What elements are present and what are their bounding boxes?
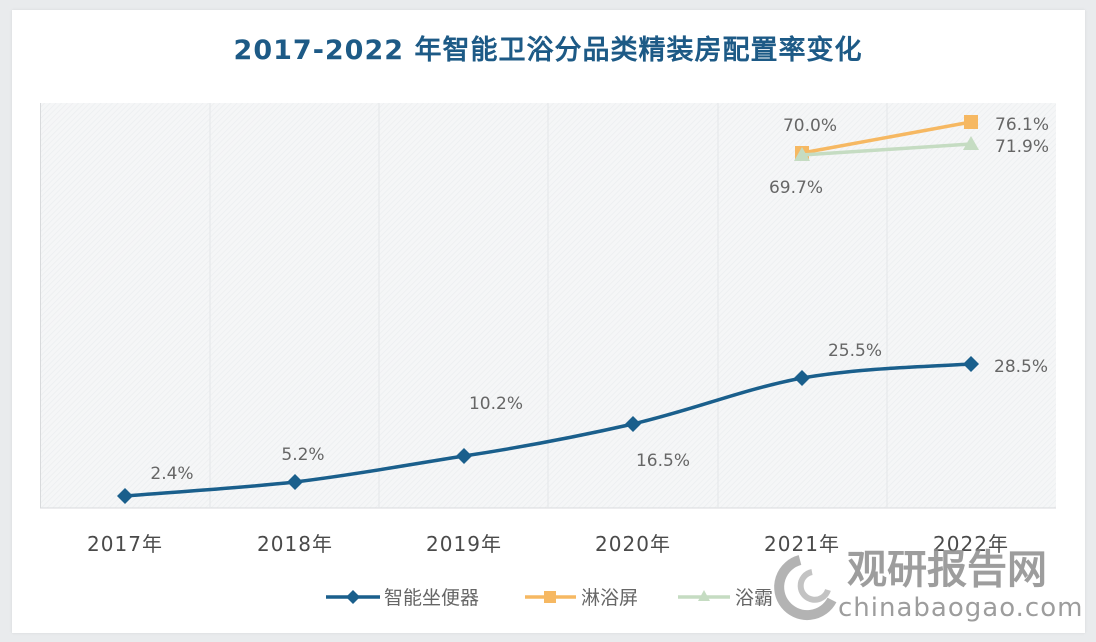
diamond-marker — [625, 416, 641, 432]
x-tick-label: 2017年 — [87, 532, 163, 556]
x-tick-label: 2020年 — [595, 532, 671, 556]
series-bath-heater: 69.7% 71.9% — [769, 136, 1049, 198]
legend-label: 淋浴屏 — [581, 587, 638, 609]
legend-item-smart-toilet: 智能坐便器 — [326, 587, 479, 609]
square-marker — [964, 115, 978, 129]
data-label: 71.9% — [995, 137, 1049, 157]
data-label: 25.5% — [828, 341, 882, 361]
watermark-logo-icon — [774, 555, 837, 621]
legend-item-shower-screen: 淋浴屏 — [525, 587, 638, 609]
diamond-icon — [346, 590, 360, 604]
data-label: 16.5% — [636, 451, 690, 471]
diamond-marker — [287, 474, 303, 490]
data-label: 76.1% — [995, 115, 1049, 135]
data-label: 2.4% — [150, 464, 193, 484]
watermark-text-cn: 观研报告网 — [847, 547, 1047, 593]
data-label: 5.2% — [281, 445, 324, 465]
diamond-marker — [963, 356, 979, 372]
triangle-icon — [698, 590, 710, 601]
legend-label: 浴霸 — [735, 587, 773, 609]
legend: 智能坐便器 淋浴屏 浴霸 — [326, 587, 773, 609]
legend-label: 智能坐便器 — [384, 587, 479, 609]
triangle-marker — [963, 136, 979, 150]
data-label: 69.7% — [769, 178, 823, 198]
watermark: 观研报告网 chinabaogao.com — [774, 547, 1083, 623]
square-icon — [544, 591, 556, 603]
series-shower-screen: 70.0% 76.1% — [783, 115, 1049, 160]
diamond-marker — [117, 488, 133, 504]
series-smart-toilet: 2.4% 5.2% 10.2% 16.5% 25.5% 28.5% — [117, 341, 1048, 504]
x-tick-label: 2019年 — [426, 532, 502, 556]
chart-title: 2017-2022 年智能卫浴分品类精装房配置率变化 — [233, 35, 863, 66]
watermark-text-en: chinabaogao.com — [838, 593, 1083, 623]
data-label: 10.2% — [469, 394, 523, 414]
diamond-marker — [794, 370, 810, 386]
triangle-marker — [794, 147, 810, 161]
x-axis-labels: 2017年 2018年 2019年 2020年 2021年 2022年 — [87, 532, 1009, 556]
data-label: 28.5% — [994, 357, 1048, 377]
diamond-marker — [456, 448, 472, 464]
x-tick-label: 2022年 — [933, 532, 1009, 556]
x-tick-label: 2021年 — [764, 532, 840, 556]
x-tick-label: 2018年 — [257, 532, 333, 556]
data-label: 70.0% — [783, 116, 837, 136]
legend-item-bath-heater: 浴霸 — [678, 587, 773, 609]
